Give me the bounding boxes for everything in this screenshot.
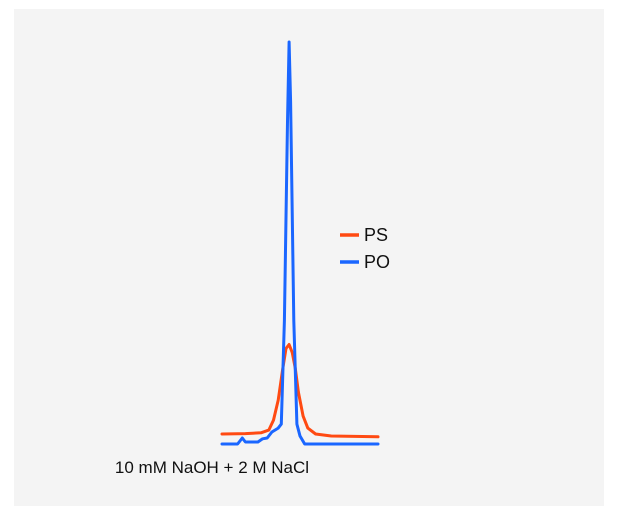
chart-svg: PS PO 10 mM NaOH + 2 M NaCl bbox=[115, 40, 390, 477]
legend-label-po: PO bbox=[364, 252, 390, 272]
chart-panel: PS PO 10 mM NaOH + 2 M NaCl bbox=[14, 9, 604, 506]
series-line-po bbox=[220, 40, 380, 446]
legend-label-ps: PS bbox=[364, 225, 388, 245]
series-line-ps bbox=[220, 343, 380, 439]
legend: PS PO bbox=[340, 225, 390, 272]
series-lines bbox=[220, 40, 380, 446]
chart-caption: 10 mM NaOH + 2 M NaCl bbox=[115, 458, 309, 477]
